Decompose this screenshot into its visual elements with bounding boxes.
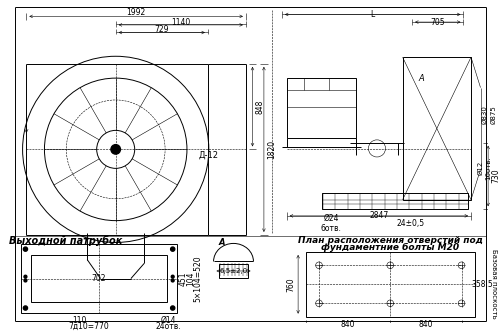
Circle shape xyxy=(24,279,27,282)
Text: План расположения отверстий под: План расположения отверстий под xyxy=(298,236,482,245)
Text: Ø875: Ø875 xyxy=(491,105,497,124)
Text: 730: 730 xyxy=(491,169,500,183)
Circle shape xyxy=(170,306,175,310)
Text: 5×104=520: 5×104=520 xyxy=(194,255,203,302)
Circle shape xyxy=(170,247,175,251)
Text: 110: 110 xyxy=(72,316,87,325)
Text: A: A xyxy=(418,74,424,83)
Text: 840: 840 xyxy=(418,320,433,329)
Text: 1992: 1992 xyxy=(126,8,146,17)
Text: L: L xyxy=(370,10,375,19)
Bar xyxy=(286,78,356,138)
Text: Ø830: Ø830 xyxy=(482,105,488,124)
Text: Выходной патрубок: Выходной патрубок xyxy=(8,235,122,246)
Bar xyxy=(319,265,462,303)
Bar xyxy=(31,255,167,302)
Text: 358,5: 358,5 xyxy=(472,280,494,289)
Text: Д-12: Д-12 xyxy=(198,150,218,159)
Text: 848: 848 xyxy=(256,99,264,114)
Text: Ø24
6отв.: Ø24 6отв. xyxy=(321,214,342,233)
Circle shape xyxy=(172,279,174,282)
Text: 705: 705 xyxy=(430,17,445,26)
Text: фундаментние болты М20: фундаментние болты М20 xyxy=(321,243,460,252)
Bar xyxy=(306,252,475,317)
Text: Ø14: Ø14 xyxy=(160,316,176,325)
Text: Ø12
16отв.: Ø12 16отв. xyxy=(478,156,491,180)
Text: 7д10=770: 7д10=770 xyxy=(68,322,110,331)
Circle shape xyxy=(111,145,120,154)
Circle shape xyxy=(24,247,28,251)
Circle shape xyxy=(172,275,174,278)
Text: Базовая плоскость: Базовая плоскость xyxy=(491,249,497,319)
Bar xyxy=(322,193,468,209)
Text: 760: 760 xyxy=(286,277,295,291)
Text: 702: 702 xyxy=(92,274,106,283)
Circle shape xyxy=(24,275,27,278)
Text: 104: 104 xyxy=(186,271,196,286)
Bar xyxy=(220,264,248,278)
Text: 2847: 2847 xyxy=(369,211,388,220)
Circle shape xyxy=(24,306,28,310)
Text: 729: 729 xyxy=(154,25,169,34)
Text: A: A xyxy=(219,238,226,247)
Bar xyxy=(402,57,471,200)
Text: 1820: 1820 xyxy=(267,140,276,159)
Text: 1140: 1140 xyxy=(171,17,190,26)
Text: 24±0,5: 24±0,5 xyxy=(396,219,424,228)
Text: 840: 840 xyxy=(340,320,355,329)
Text: 6,5±2,0: 6,5±2,0 xyxy=(220,268,248,274)
Bar xyxy=(20,244,178,313)
Text: 24отв.: 24отв. xyxy=(155,322,181,331)
Text: 451: 451 xyxy=(178,271,188,286)
